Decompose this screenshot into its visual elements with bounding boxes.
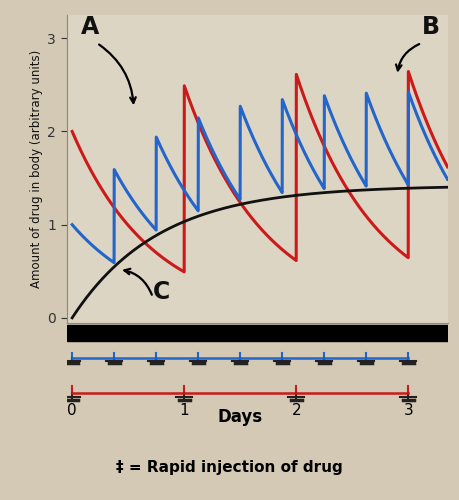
Text: B: B — [422, 14, 440, 38]
Text: 1: 1 — [179, 403, 189, 418]
Bar — [67, 326, 448, 340]
Text: Days: Days — [218, 408, 263, 426]
Text: C: C — [153, 280, 170, 304]
Text: 3: 3 — [403, 403, 413, 418]
Text: A: A — [81, 14, 99, 38]
Text: 2: 2 — [291, 403, 301, 418]
Text: ‡ = Rapid injection of drug: ‡ = Rapid injection of drug — [116, 460, 343, 475]
Y-axis label: Amount of drug in body (arbitrary units): Amount of drug in body (arbitrary units) — [30, 50, 43, 288]
Text: 0: 0 — [67, 403, 77, 418]
